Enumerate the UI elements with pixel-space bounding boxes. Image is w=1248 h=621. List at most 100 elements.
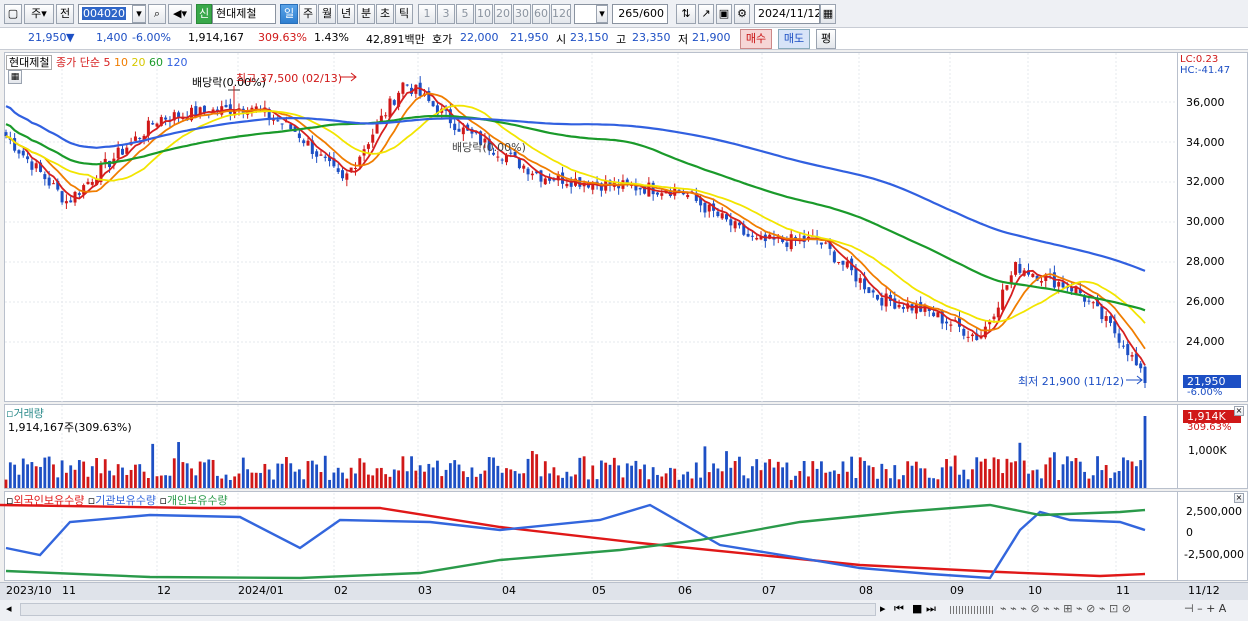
price-pane-header: 현대제철 종가 단순 5 10 20 60 120 bbox=[6, 54, 187, 70]
zoom-slider[interactable] bbox=[950, 606, 994, 614]
candle-body bbox=[733, 221, 737, 229]
candle-body bbox=[90, 181, 94, 185]
num-120[interactable]: 120 bbox=[551, 4, 571, 24]
count-field[interactable]: 265/600 bbox=[612, 4, 668, 24]
tab-month[interactable]: 월 bbox=[318, 4, 336, 24]
stop-icon[interactable]: ■ bbox=[912, 602, 923, 615]
code-input[interactable]: 004020 bbox=[78, 4, 146, 24]
holding-lines bbox=[0, 503, 1146, 580]
x-label-2023-10: 2023/10 bbox=[6, 584, 52, 597]
volume-bar bbox=[785, 462, 789, 488]
volume-bar bbox=[919, 468, 923, 488]
save-icon[interactable]: ▣ bbox=[716, 4, 732, 24]
candle-body bbox=[492, 152, 496, 155]
volume-bar bbox=[1070, 461, 1074, 488]
num-10[interactable]: 10 bbox=[475, 4, 493, 24]
volume-bar bbox=[690, 478, 694, 488]
stock-name-field[interactable]: 현대제철 bbox=[212, 4, 276, 24]
volume-bar bbox=[379, 467, 383, 488]
date-field[interactable]: 2024/11/12 bbox=[754, 4, 820, 24]
first-icon[interactable]: ⏮ bbox=[894, 602, 904, 615]
volume-bar bbox=[358, 458, 362, 488]
candle-body bbox=[103, 158, 107, 163]
candle-body bbox=[945, 321, 949, 324]
volume-bar bbox=[910, 465, 914, 488]
candle-body bbox=[397, 92, 401, 107]
calendar-icon[interactable]: ▦ bbox=[820, 4, 836, 24]
volume-bar bbox=[1061, 464, 1065, 488]
num-20[interactable]: 20 bbox=[494, 4, 512, 24]
volume-bar bbox=[453, 460, 457, 488]
candle-body bbox=[60, 191, 64, 203]
candle-body bbox=[975, 333, 979, 341]
volume-bar bbox=[686, 471, 690, 488]
open-price: 23,150 bbox=[570, 31, 609, 44]
num-3[interactable]: 3 bbox=[437, 4, 455, 24]
tab-week[interactable]: 주 bbox=[299, 4, 317, 24]
volume-bar bbox=[1009, 462, 1013, 488]
candle-body bbox=[336, 168, 340, 172]
scrollbar-track[interactable] bbox=[20, 603, 876, 616]
candle-body bbox=[116, 147, 120, 159]
candle-body bbox=[897, 304, 901, 308]
candle-body bbox=[737, 222, 741, 226]
average-button[interactable]: 평 bbox=[816, 29, 836, 49]
candle-body bbox=[496, 156, 500, 158]
draw-tool-icon[interactable]: ↗ bbox=[698, 4, 714, 24]
holding-tick-neg: -2,500,000 bbox=[1184, 548, 1244, 561]
chart-tools-icon[interactable]: ⇅ bbox=[676, 4, 696, 24]
candle-body bbox=[548, 178, 552, 181]
volume-bar bbox=[474, 476, 478, 488]
candle-body bbox=[172, 112, 176, 121]
tab-year[interactable]: 년 bbox=[337, 4, 355, 24]
search-icon[interactable]: ⌕ bbox=[148, 4, 166, 24]
last-icon[interactable]: ⏭ bbox=[926, 602, 936, 615]
volume-bar bbox=[492, 457, 495, 488]
candle-body bbox=[841, 260, 845, 265]
tab-day[interactable]: 일 bbox=[280, 4, 298, 24]
tab-minute[interactable]: 분 bbox=[357, 4, 375, 24]
tab-second[interactable]: 초 bbox=[376, 4, 394, 24]
volume-bar bbox=[410, 456, 413, 488]
layout-icon[interactable]: ▢ bbox=[4, 4, 22, 24]
volume-bar bbox=[250, 472, 254, 488]
table-icon[interactable]: ▦ bbox=[8, 70, 22, 84]
tool-icons[interactable]: ⌁ ⌁ ⌁ ⊘ ⌁ ⌁ ⊞ ⌁ ⊘ ⌁ ⊡ ⊘ bbox=[1000, 602, 1131, 615]
candle-body bbox=[1014, 262, 1018, 275]
volume-bar bbox=[746, 478, 750, 488]
sell-button[interactable]: 매도 bbox=[778, 29, 810, 49]
num-30[interactable]: 30 bbox=[513, 4, 531, 24]
volume-bar bbox=[121, 467, 124, 488]
volume-bar bbox=[384, 474, 388, 488]
volume-bar bbox=[1005, 458, 1009, 488]
volume-bar bbox=[906, 461, 910, 488]
buy-button[interactable]: 매수 bbox=[740, 29, 772, 49]
candle-body bbox=[43, 174, 47, 180]
candle-body bbox=[755, 237, 759, 240]
scroll-right-icon[interactable]: ▸ bbox=[880, 602, 886, 615]
scroll-left-icon[interactable]: ◂ bbox=[6, 602, 12, 615]
foreign-label: 외국인보유수량 bbox=[13, 494, 85, 507]
ma-120-line bbox=[5, 105, 1146, 272]
volume-close-icon[interactable]: × bbox=[1234, 406, 1244, 416]
volume-bar bbox=[971, 469, 974, 488]
volume-bar bbox=[241, 457, 245, 488]
tab-tick[interactable]: 틱 bbox=[395, 4, 413, 24]
period-mode-button[interactable]: 전 bbox=[56, 4, 74, 24]
num-5[interactable]: 5 bbox=[456, 4, 474, 24]
market-select[interactable]: 주▾ bbox=[24, 4, 54, 24]
gear-icon[interactable]: ⚙ bbox=[734, 4, 750, 24]
volume-bar bbox=[77, 460, 81, 488]
num-60[interactable]: 60 bbox=[532, 4, 550, 24]
zoom-controls[interactable]: ⊣ – + A bbox=[1184, 602, 1227, 615]
volume-title: ▫거래량 bbox=[6, 407, 44, 420]
candle-body bbox=[177, 112, 181, 118]
candle-body bbox=[164, 117, 168, 120]
code-dropdown-icon[interactable]: ▾ bbox=[132, 5, 146, 23]
speaker-icon[interactable]: ◀▾ bbox=[168, 4, 192, 24]
volume-bar bbox=[392, 469, 396, 488]
num-1[interactable]: 1 bbox=[418, 4, 436, 24]
period-dropdown-icon[interactable]: ▾ bbox=[596, 5, 608, 23]
candle-body bbox=[785, 242, 789, 247]
holding-close-icon[interactable]: × bbox=[1234, 493, 1244, 503]
